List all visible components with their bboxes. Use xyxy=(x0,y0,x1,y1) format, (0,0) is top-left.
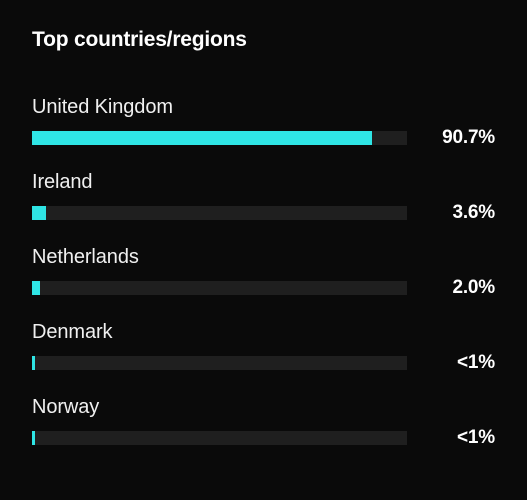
bar-track xyxy=(32,431,407,445)
country-label: Ireland xyxy=(32,171,495,194)
country-value: 90.7% xyxy=(425,127,495,149)
country-label: Netherlands xyxy=(32,246,495,269)
country-bar-line: 2.0% xyxy=(32,277,495,299)
country-bar-line: 90.7% xyxy=(32,127,495,149)
bar-fill xyxy=(32,131,372,145)
country-row: Denmark <1% xyxy=(32,321,495,374)
panel-title: Top countries/regions xyxy=(32,28,495,52)
country-value: <1% xyxy=(425,352,495,374)
country-row: United Kingdom 90.7% xyxy=(32,96,495,149)
bar-fill xyxy=(32,356,35,370)
top-countries-panel: Top countries/regions United Kingdom 90.… xyxy=(32,28,495,449)
country-value: 3.6% xyxy=(425,202,495,224)
country-label: United Kingdom xyxy=(32,96,495,119)
country-rows: United Kingdom 90.7% Ireland 3.6% Nether… xyxy=(32,96,495,449)
country-bar-line: <1% xyxy=(32,352,495,374)
bar-track xyxy=(32,131,407,145)
country-bar-line: <1% xyxy=(32,427,495,449)
bar-fill xyxy=(32,206,46,220)
bar-track xyxy=(32,356,407,370)
bar-fill xyxy=(32,281,40,295)
country-row: Norway <1% xyxy=(32,396,495,449)
country-bar-line: 3.6% xyxy=(32,202,495,224)
country-label: Denmark xyxy=(32,321,495,344)
country-value: 2.0% xyxy=(425,277,495,299)
bar-fill xyxy=(32,431,35,445)
bar-track xyxy=(32,281,407,295)
country-label: Norway xyxy=(32,396,495,419)
country-row: Ireland 3.6% xyxy=(32,171,495,224)
country-row: Netherlands 2.0% xyxy=(32,246,495,299)
country-value: <1% xyxy=(425,427,495,449)
bar-track xyxy=(32,206,407,220)
